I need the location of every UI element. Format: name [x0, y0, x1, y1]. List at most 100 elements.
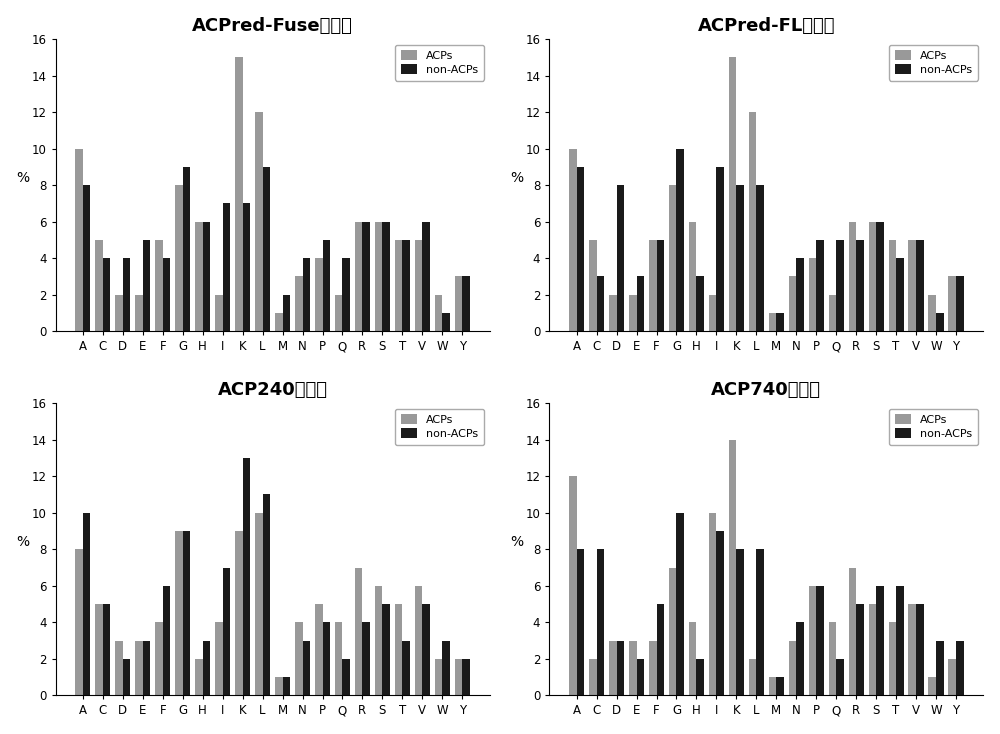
Bar — [849, 567, 856, 695]
Legend: ACPs, non-ACPs: ACPs, non-ACPs — [395, 45, 484, 81]
Bar — [103, 258, 110, 331]
Bar — [836, 659, 844, 695]
Bar — [849, 222, 856, 331]
Bar — [776, 677, 784, 695]
Bar — [143, 240, 150, 331]
Bar — [203, 641, 210, 695]
Bar — [243, 203, 250, 331]
Bar — [163, 258, 170, 331]
Bar — [155, 622, 163, 695]
Bar — [589, 659, 597, 695]
Bar — [435, 659, 442, 695]
Bar — [223, 567, 230, 695]
Bar — [729, 440, 736, 695]
Bar — [195, 222, 203, 331]
Bar — [908, 604, 916, 695]
Bar — [355, 567, 362, 695]
Bar — [215, 622, 223, 695]
Bar — [183, 167, 190, 331]
Bar — [689, 222, 696, 331]
Bar — [589, 240, 597, 331]
Bar — [809, 258, 816, 331]
Bar — [836, 240, 844, 331]
Bar — [829, 622, 836, 695]
Bar — [263, 495, 270, 695]
Bar — [255, 513, 263, 695]
Bar — [637, 659, 644, 695]
Bar — [135, 294, 143, 331]
Bar — [956, 276, 964, 331]
Bar — [83, 185, 90, 331]
Bar — [123, 659, 130, 695]
Bar — [342, 258, 350, 331]
Bar — [422, 604, 430, 695]
Bar — [936, 641, 944, 695]
Bar — [756, 549, 764, 695]
Bar — [462, 659, 470, 695]
Bar — [283, 677, 290, 695]
Bar — [435, 294, 442, 331]
Bar — [829, 294, 836, 331]
Bar — [362, 222, 370, 331]
Title: ACP740数据集: ACP740数据集 — [711, 381, 821, 399]
Bar — [275, 313, 283, 331]
Bar — [342, 659, 350, 695]
Bar — [657, 240, 664, 331]
Bar — [223, 203, 230, 331]
Bar — [816, 240, 824, 331]
Bar — [609, 294, 617, 331]
Bar — [956, 641, 964, 695]
Bar — [155, 240, 163, 331]
Bar — [275, 677, 283, 695]
Bar — [689, 622, 696, 695]
Bar — [115, 294, 123, 331]
Bar — [776, 313, 784, 331]
Bar — [649, 641, 657, 695]
Bar — [736, 549, 744, 695]
Bar — [75, 148, 83, 331]
Y-axis label: %: % — [17, 171, 30, 185]
Legend: ACPs, non-ACPs: ACPs, non-ACPs — [889, 45, 978, 81]
Bar — [669, 185, 676, 331]
Bar — [916, 604, 924, 695]
Bar — [729, 57, 736, 331]
Bar — [135, 641, 143, 695]
Bar — [716, 167, 724, 331]
Title: ACPred-FL数据集: ACPred-FL数据集 — [698, 17, 835, 34]
Bar — [255, 112, 263, 331]
Bar — [889, 622, 896, 695]
Bar — [395, 240, 402, 331]
Bar — [889, 240, 896, 331]
Bar — [175, 531, 183, 695]
Bar — [916, 240, 924, 331]
Bar — [323, 622, 330, 695]
Bar — [375, 586, 382, 695]
Bar — [83, 513, 90, 695]
Bar — [716, 531, 724, 695]
Y-axis label: %: % — [510, 535, 524, 549]
Bar — [577, 549, 584, 695]
Bar — [415, 240, 422, 331]
Bar — [908, 240, 916, 331]
Bar — [75, 549, 83, 695]
Bar — [709, 513, 716, 695]
Bar — [928, 677, 936, 695]
Bar — [869, 222, 876, 331]
Bar — [696, 276, 704, 331]
Bar — [163, 586, 170, 695]
Y-axis label: %: % — [510, 171, 524, 185]
Bar — [769, 677, 776, 695]
Bar — [577, 167, 584, 331]
Bar — [669, 567, 676, 695]
Bar — [175, 185, 183, 331]
Bar — [896, 586, 904, 695]
Bar — [856, 604, 864, 695]
Bar — [756, 185, 764, 331]
Title: ACPred-Fuse数据集: ACPred-Fuse数据集 — [192, 17, 353, 34]
Bar — [295, 622, 303, 695]
Bar — [303, 258, 310, 331]
Bar — [382, 222, 390, 331]
Bar — [335, 294, 342, 331]
Bar — [315, 604, 323, 695]
Bar — [402, 641, 410, 695]
